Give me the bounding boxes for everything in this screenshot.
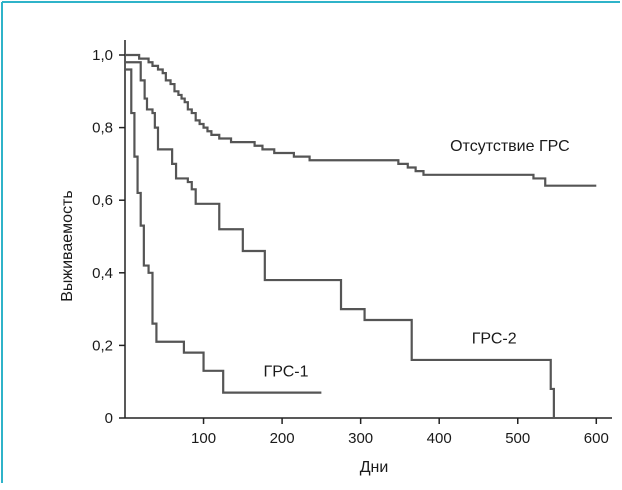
figure-border bbox=[1, 1, 620, 483]
y-tick-label: 0,8 bbox=[92, 120, 113, 137]
series-label-2: ГРС-2 bbox=[472, 331, 517, 348]
series-line-2 bbox=[125, 61, 555, 418]
series-labels: Отсутствие ГРС ГРС-2 ГРС-1 bbox=[264, 138, 570, 380]
y-axis-ticks: 0 0,2 0,4 0,6 0,8 1,0 bbox=[92, 47, 125, 427]
x-tick-label: 600 bbox=[584, 430, 609, 447]
y-tick-label: 1,0 bbox=[92, 47, 113, 64]
series-line-3 bbox=[125, 68, 322, 394]
x-tick-label: 100 bbox=[191, 430, 216, 447]
series-lines bbox=[125, 53, 597, 418]
x-axis-label: Дни bbox=[360, 459, 389, 476]
y-tick-label: 0,2 bbox=[92, 337, 113, 354]
x-tick-label: 400 bbox=[427, 430, 452, 447]
x-tick-label: 500 bbox=[505, 430, 530, 447]
x-tick-label: 200 bbox=[270, 430, 295, 447]
series-label-1: Отсутствие ГРС bbox=[450, 138, 570, 155]
series-line-1 bbox=[125, 53, 597, 187]
axes bbox=[124, 40, 612, 419]
x-tick-label: 300 bbox=[348, 430, 373, 447]
y-axis-label: Выживаемость bbox=[59, 190, 76, 302]
x-axis-ticks: 100 200 300 400 500 600 bbox=[191, 418, 609, 447]
y-tick-label: 0 bbox=[105, 410, 113, 427]
y-tick-label: 0,6 bbox=[92, 192, 113, 209]
series-label-3: ГРС-1 bbox=[264, 363, 309, 380]
y-tick-label: 0,4 bbox=[92, 265, 113, 282]
